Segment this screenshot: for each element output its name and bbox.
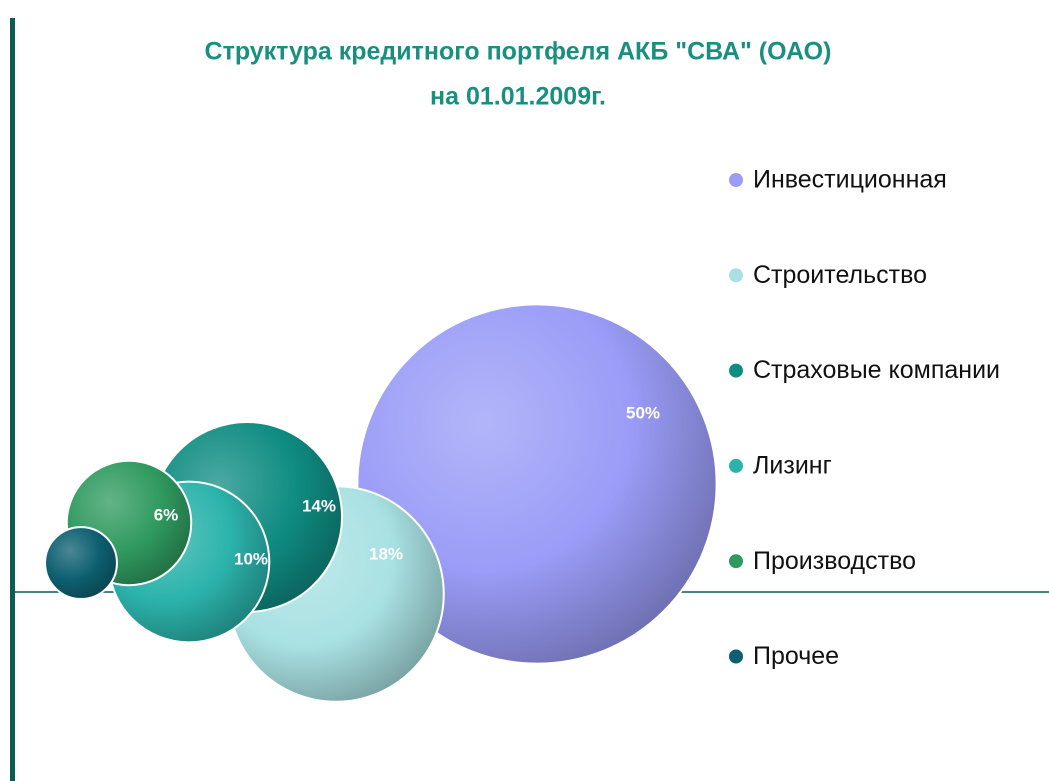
side-bar	[10, 18, 15, 781]
legend-marker	[729, 173, 743, 187]
data-label: 10%	[234, 549, 268, 568]
data-label: 14%	[302, 496, 336, 515]
data-label: 6%	[154, 505, 179, 524]
legend-label: Лизинг	[753, 452, 832, 480]
data-label: 50%	[626, 403, 660, 422]
chart-title: Структура кредитного портфеля АКБ "СВА" …	[205, 38, 832, 66]
legend: Инвестиционная Строительство Страховые ком…	[729, 166, 1000, 670]
legend-label: Страховые компании	[753, 356, 1000, 384]
legend-label: Инвестиционная	[753, 166, 947, 194]
bubble	[44, 526, 118, 600]
legend-marker	[729, 363, 743, 378]
legend-marker	[729, 649, 743, 664]
legend-marker	[729, 458, 743, 473]
legend-label: Строительство	[753, 261, 927, 289]
chart-title: на 01.01.2009г.	[430, 83, 606, 111]
data-label: 18%	[369, 544, 403, 563]
legend-marker	[729, 554, 743, 569]
legend-label: Прочее	[753, 642, 839, 670]
bubble	[356, 303, 718, 665]
legend-label: Производство	[753, 547, 916, 575]
legend-marker	[729, 268, 743, 283]
bubbles: 50% 18% 14% 10% 6%	[44, 303, 718, 703]
